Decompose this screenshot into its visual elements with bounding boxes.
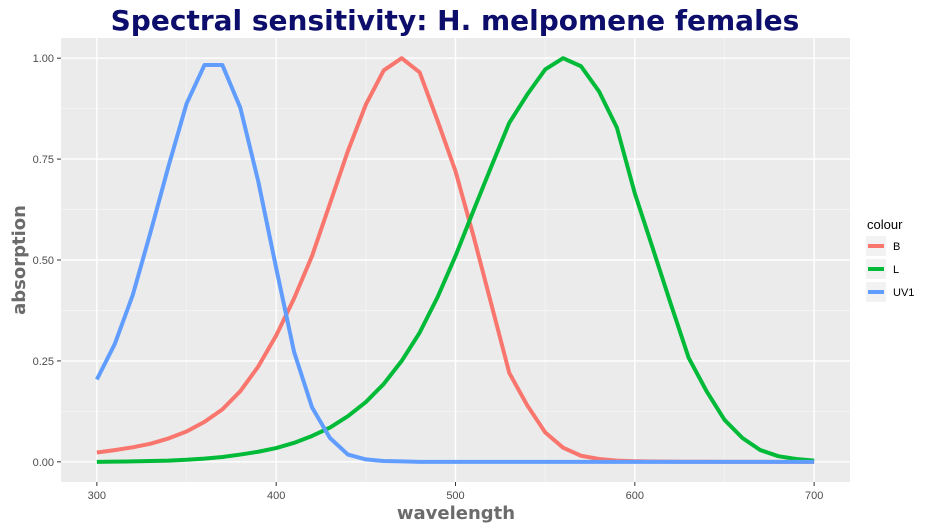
axis-ticks: 300 400 500 600 700 0.00 0.25 0.50 0.75 1.00	[33, 53, 824, 502]
chart-title: Spectral sensitivity: H. melpomene femal…	[111, 4, 800, 37]
x-axis-title: wavelength	[397, 503, 515, 524]
y-tick-label: 0.50	[33, 255, 54, 267]
x-tick-label: 600	[626, 490, 644, 502]
legend-items: BL UV1	[866, 236, 914, 302]
legend-label-uv1: UV1	[893, 287, 914, 299]
y-tick-label: 0.00	[33, 457, 54, 469]
x-tick-label: 500	[446, 490, 464, 502]
y-tick-label: 1.00	[33, 53, 54, 65]
data-series	[95, 56, 815, 464]
series-line-uv1	[95, 63, 815, 464]
series-line-l	[96, 56, 815, 464]
y-tick-label: 0.25	[33, 356, 54, 368]
x-tick-label: 300	[88, 490, 106, 502]
legend-label-b: B	[893, 241, 900, 253]
y-axis-title: absorption	[9, 205, 30, 315]
x-tick-label: 400	[267, 490, 285, 502]
legend-title: colour	[867, 217, 903, 232]
x-tick-label: 700	[805, 490, 823, 502]
legend: colour BL UV1	[866, 217, 914, 302]
legend-label-l: L	[893, 264, 899, 276]
y-tick-label: 0.75	[33, 154, 54, 166]
